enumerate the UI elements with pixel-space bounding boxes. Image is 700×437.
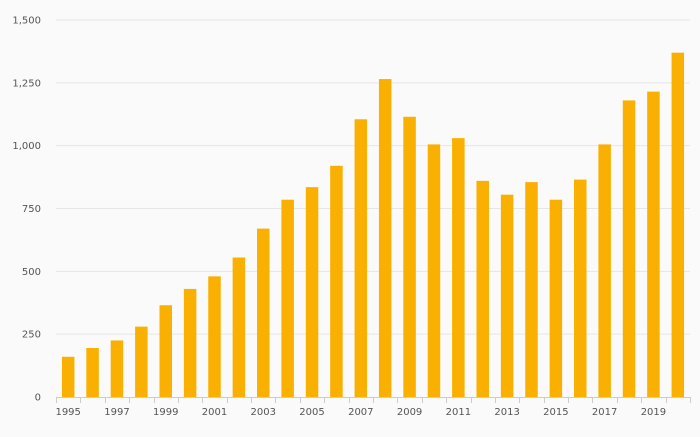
- bar-1999: [159, 305, 172, 397]
- y-tick-label: 500: [22, 267, 41, 278]
- x-axis: [56, 397, 691, 403]
- y-tick-label: 1,500: [12, 16, 41, 27]
- bars: [61, 52, 685, 398]
- bar-1996: [86, 347, 99, 397]
- y-tick-label: 0: [35, 393, 41, 404]
- x-tick-label: 2005: [299, 407, 324, 418]
- bar-2003: [257, 228, 270, 397]
- bar-2004: [281, 199, 294, 397]
- x-tick-label: 2007: [348, 407, 373, 418]
- x-tick-label: 2001: [202, 407, 227, 418]
- bar-2020: [671, 52, 685, 397]
- bar-2006: [330, 165, 343, 397]
- bar-2009: [403, 116, 416, 397]
- bar-2000: [183, 288, 197, 397]
- bar-2005: [305, 187, 319, 397]
- x-axis-labels: 1995 1997 1999 2001 2003 2005 2007 2009 2011 2013…: [55, 407, 666, 418]
- bar-2010: [427, 144, 441, 397]
- bar-2011: [452, 138, 465, 398]
- bar-2019: [647, 91, 660, 397]
- bar-2008: [378, 79, 392, 398]
- y-tick-label: 1,250: [12, 78, 41, 89]
- x-tick-label: 2017: [592, 407, 617, 418]
- y-tick-label: 750: [22, 204, 41, 215]
- y-axis-labels: 0 250 500 750 1,000 1,250 1,500: [12, 16, 41, 404]
- x-tick-label: 2009: [397, 407, 422, 418]
- x-tick-label: 2003: [251, 407, 276, 418]
- bar-2012: [476, 180, 489, 397]
- y-tick-label: 250: [22, 330, 41, 341]
- y-tick-label: 1,000: [12, 141, 41, 152]
- bar-2001: [208, 276, 221, 397]
- x-tick-label: 2013: [494, 407, 519, 418]
- bar-2013: [500, 194, 514, 397]
- bar-2007: [354, 119, 368, 397]
- bar-2015: [549, 199, 563, 397]
- x-tick-label: 2015: [543, 407, 568, 418]
- bar-2016: [574, 179, 587, 397]
- x-tick-label: 2019: [641, 407, 666, 418]
- bar-2018: [622, 100, 636, 397]
- x-tick-label: 1999: [153, 407, 178, 418]
- bar-2017: [598, 144, 611, 397]
- bar-1995: [61, 356, 75, 397]
- x-tick-label: 2011: [446, 407, 471, 418]
- bar-1997: [110, 340, 124, 397]
- bar-1998: [135, 326, 148, 397]
- bar-2014: [525, 182, 538, 397]
- bar-2002: [232, 257, 246, 397]
- x-tick-label: 1995: [55, 407, 80, 418]
- grid-lines: [56, 19, 690, 335]
- x-tick-label: 1997: [104, 407, 129, 418]
